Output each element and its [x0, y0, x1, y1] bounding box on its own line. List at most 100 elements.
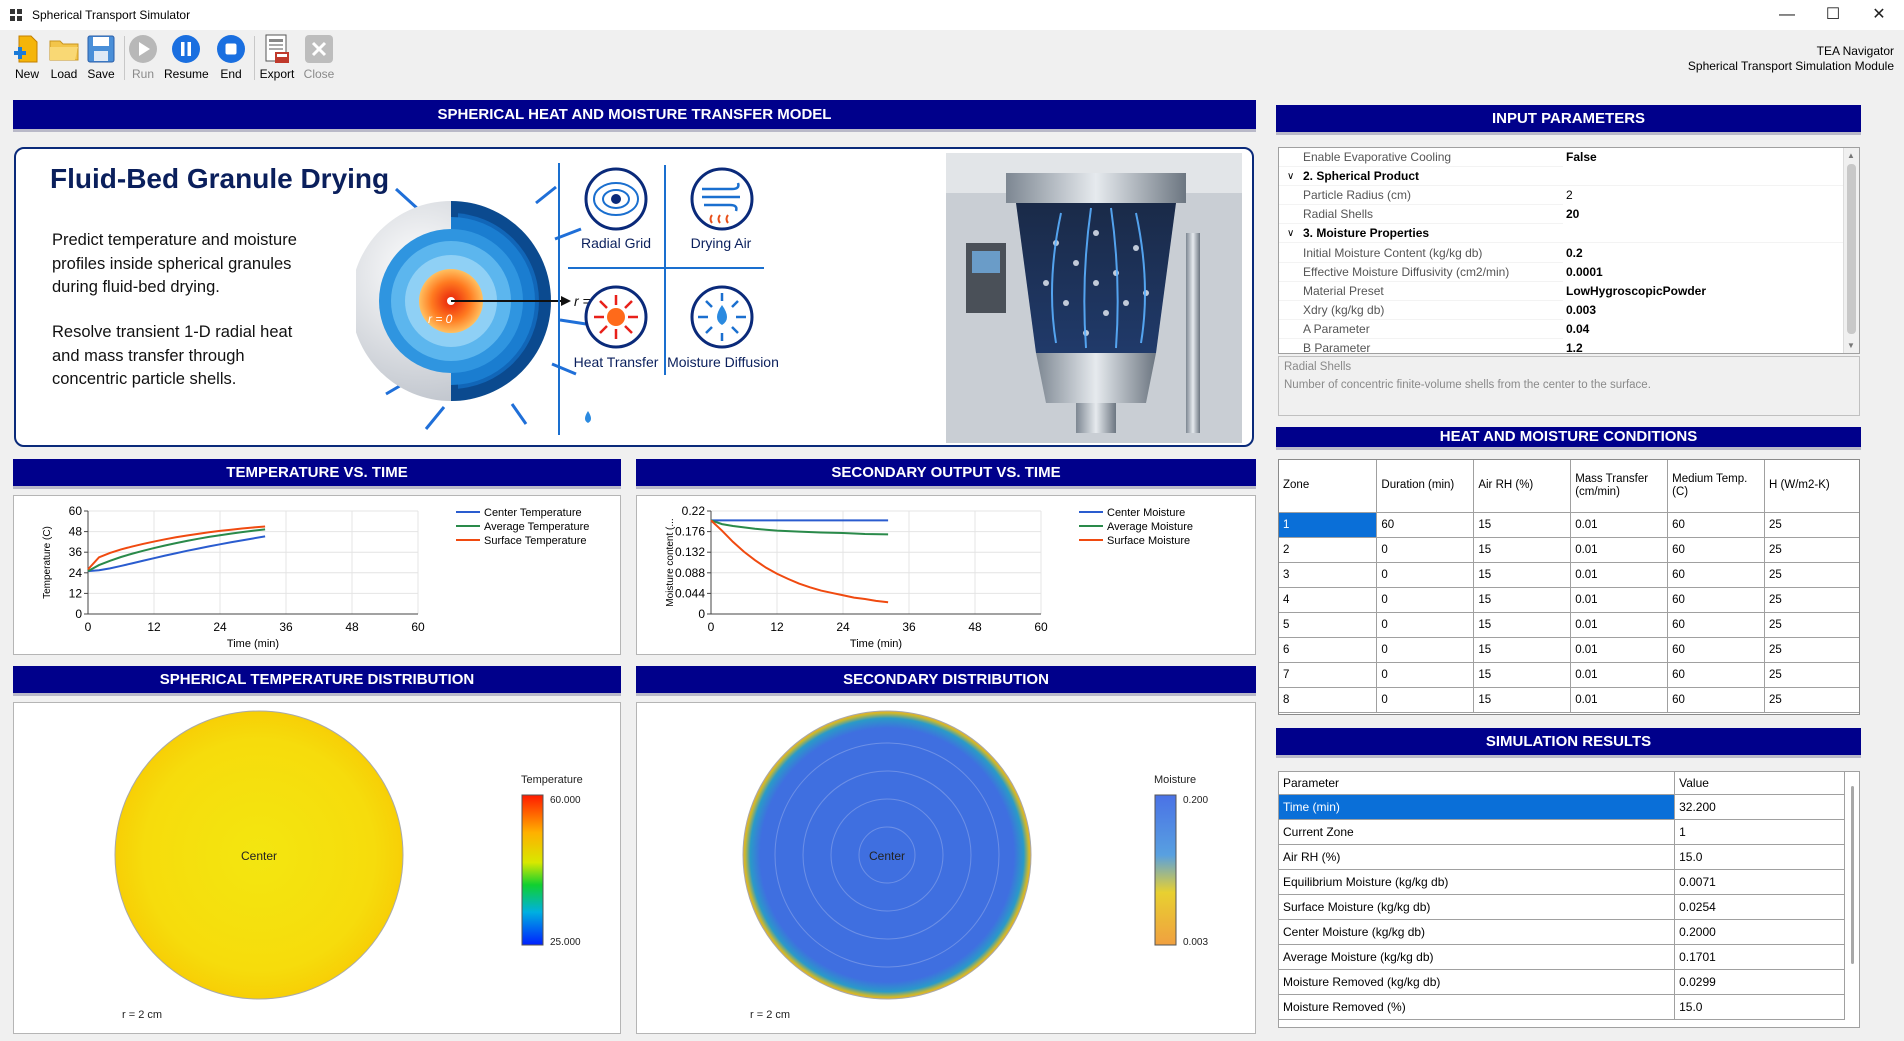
table-cell[interactable]: 0.1701 — [1674, 944, 1845, 970]
table-cell[interactable]: 5 — [1279, 612, 1378, 638]
table-cell[interactable]: 15 — [1473, 537, 1572, 563]
table-cell[interactable]: 25 — [1764, 662, 1859, 688]
table-cell[interactable]: 0.01 — [1570, 587, 1669, 613]
export-button[interactable]: Export — [258, 33, 296, 81]
table-row[interactable]: Moisture Removed (%) 15.0 — [1279, 994, 1845, 1020]
table-cell[interactable]: 0 — [1376, 562, 1475, 588]
column-header[interactable]: H (W/m2-K) — [1764, 460, 1859, 513]
table-row[interactable]: Equilibrium Moisture (kg/kg db) 0.0071 — [1279, 869, 1845, 895]
table-row[interactable]: Time (min) 32.200 — [1279, 794, 1845, 820]
column-header[interactable]: Zone — [1279, 460, 1378, 513]
maximize-button[interactable]: ☐ — [1825, 6, 1841, 23]
table-cell[interactable]: 0.01 — [1570, 662, 1669, 688]
table-cell[interactable]: 6 — [1279, 637, 1378, 663]
table-cell[interactable]: 60 — [1667, 562, 1766, 588]
property-row[interactable]: Enable Evaporative Cooling False — [1279, 148, 1844, 167]
resume-button[interactable]: Resume — [164, 33, 209, 81]
property-value[interactable]: 2 — [1563, 186, 1844, 206]
table-cell[interactable]: 15 — [1473, 562, 1572, 588]
property-row[interactable]: Effective Moisture Diffusivity (cm2/min)… — [1279, 262, 1844, 282]
property-row[interactable]: Particle Radius (cm) 2 — [1279, 186, 1844, 206]
table-row[interactable]: 3 0 15 0.01 60 25 — [1279, 562, 1859, 588]
table-cell[interactable]: 0.0299 — [1674, 969, 1845, 995]
table-cell[interactable]: 0 — [1376, 662, 1475, 688]
column-header[interactable]: Duration (min) — [1376, 460, 1475, 513]
table-cell[interactable]: Air RH (%) — [1279, 844, 1676, 870]
table-cell[interactable]: 60 — [1376, 512, 1475, 538]
table-row[interactable]: Surface Moisture (kg/kg db) 0.0254 — [1279, 894, 1845, 920]
table-cell[interactable]: 1 — [1674, 819, 1845, 845]
table-cell[interactable]: 0 — [1376, 587, 1475, 613]
table-cell[interactable]: 32.200 — [1674, 794, 1845, 820]
table-cell[interactable]: Moisture Removed (%) — [1279, 994, 1676, 1020]
table-cell[interactable]: 25 — [1764, 512, 1859, 538]
table-cell[interactable]: 25 — [1764, 562, 1859, 588]
table-cell[interactable]: 0.0254 — [1674, 894, 1845, 920]
table-cell[interactable]: 60 — [1667, 637, 1766, 663]
table-cell[interactable]: 15 — [1473, 687, 1572, 713]
new-button[interactable]: New — [10, 33, 44, 81]
minimize-button[interactable]: — — [1779, 6, 1795, 23]
property-row[interactable]: Xdry (kg/kg db) 0.003 — [1279, 300, 1844, 320]
results-scrollbar[interactable] — [1851, 786, 1854, 964]
table-row[interactable]: 7 0 15 0.01 60 25 — [1279, 662, 1859, 688]
table-cell[interactable]: 0 — [1376, 687, 1475, 713]
property-value[interactable]: LowHygroscopicPowder — [1563, 281, 1844, 301]
table-cell[interactable]: 0 — [1376, 637, 1475, 663]
table-row[interactable]: 5 0 15 0.01 60 25 — [1279, 612, 1859, 638]
table-cell[interactable]: 25 — [1764, 537, 1859, 563]
table-cell[interactable]: 0.01 — [1570, 562, 1669, 588]
table-cell[interactable]: Center Moisture (kg/kg db) — [1279, 919, 1676, 945]
table-cell[interactable]: 0.01 — [1570, 637, 1669, 663]
table-cell[interactable]: 60 — [1667, 662, 1766, 688]
property-value[interactable]: 0.04 — [1563, 319, 1844, 339]
table-cell[interactable]: 15 — [1473, 512, 1572, 538]
table-row[interactable]: Moisture Removed (kg/kg db) 0.0299 — [1279, 969, 1845, 995]
table-cell[interactable]: 15 — [1473, 662, 1572, 688]
end-button[interactable]: End — [214, 33, 248, 81]
table-cell[interactable]: 7 — [1279, 662, 1378, 688]
table-cell[interactable]: Surface Moisture (kg/kg db) — [1279, 894, 1676, 920]
property-row[interactable]: B Parameter 1.2 — [1279, 339, 1844, 353]
table-cell[interactable]: 60 — [1667, 537, 1766, 563]
property-value[interactable]: 1.2 — [1563, 339, 1844, 353]
table-cell[interactable]: 25 — [1764, 587, 1859, 613]
table-cell[interactable]: 25 — [1764, 612, 1859, 638]
table-cell[interactable]: 2 — [1279, 537, 1378, 563]
table-row[interactable]: 6 0 15 0.01 60 25 — [1279, 637, 1859, 663]
column-header[interactable]: Medium Temp. (C) — [1667, 460, 1766, 513]
table-cell[interactable]: 0.0071 — [1674, 869, 1845, 895]
table-cell[interactable]: 25 — [1764, 687, 1859, 713]
table-row[interactable]: 2 0 15 0.01 60 25 — [1279, 537, 1859, 563]
table-cell[interactable]: 15 — [1473, 612, 1572, 638]
property-row[interactable]: Radial Shells 20 — [1279, 205, 1844, 225]
table-cell[interactable]: 0 — [1376, 612, 1475, 638]
table-cell[interactable]: 15.0 — [1674, 844, 1845, 870]
scroll-thumb[interactable] — [1847, 164, 1856, 334]
table-cell[interactable]: 0 — [1376, 537, 1475, 563]
table-row[interactable]: Air RH (%) 15.0 — [1279, 844, 1845, 870]
property-category[interactable]: ∨ 3. Moisture Properties — [1279, 224, 1844, 244]
table-cell[interactable]: 0.01 — [1570, 612, 1669, 638]
table-cell[interactable]: 0.2000 — [1674, 919, 1845, 945]
table-cell[interactable]: 0.01 — [1570, 687, 1669, 713]
table-cell[interactable]: 15 — [1473, 637, 1572, 663]
table-cell[interactable]: 15 — [1473, 587, 1572, 613]
column-header[interactable]: Mass Transfer (cm/min) — [1570, 460, 1669, 513]
table-cell[interactable]: 1 — [1279, 512, 1378, 538]
property-value[interactable]: 20 — [1563, 205, 1844, 225]
table-row[interactable]: Center Moisture (kg/kg db) 0.2000 — [1279, 919, 1845, 945]
property-category[interactable]: ∨ 2. Spherical Product — [1279, 167, 1844, 187]
column-header[interactable]: Air RH (%) — [1473, 460, 1572, 513]
table-cell[interactable]: Moisture Removed (kg/kg db) — [1279, 969, 1676, 995]
table-row[interactable]: 1 60 15 0.01 60 25 — [1279, 512, 1859, 538]
table-cell[interactable]: 60 — [1667, 612, 1766, 638]
table-cell[interactable]: Average Moisture (kg/kg db) — [1279, 944, 1676, 970]
table-cell[interactable]: 3 — [1279, 562, 1378, 588]
chevron-down-icon[interactable]: ∨ — [1287, 228, 1295, 240]
table-cell[interactable]: 0.01 — [1570, 512, 1669, 538]
run-button[interactable]: Run — [126, 33, 160, 81]
close-button[interactable]: Close — [302, 33, 336, 81]
chevron-down-icon[interactable]: ∨ — [1287, 171, 1295, 183]
load-button[interactable]: Load — [46, 33, 82, 81]
